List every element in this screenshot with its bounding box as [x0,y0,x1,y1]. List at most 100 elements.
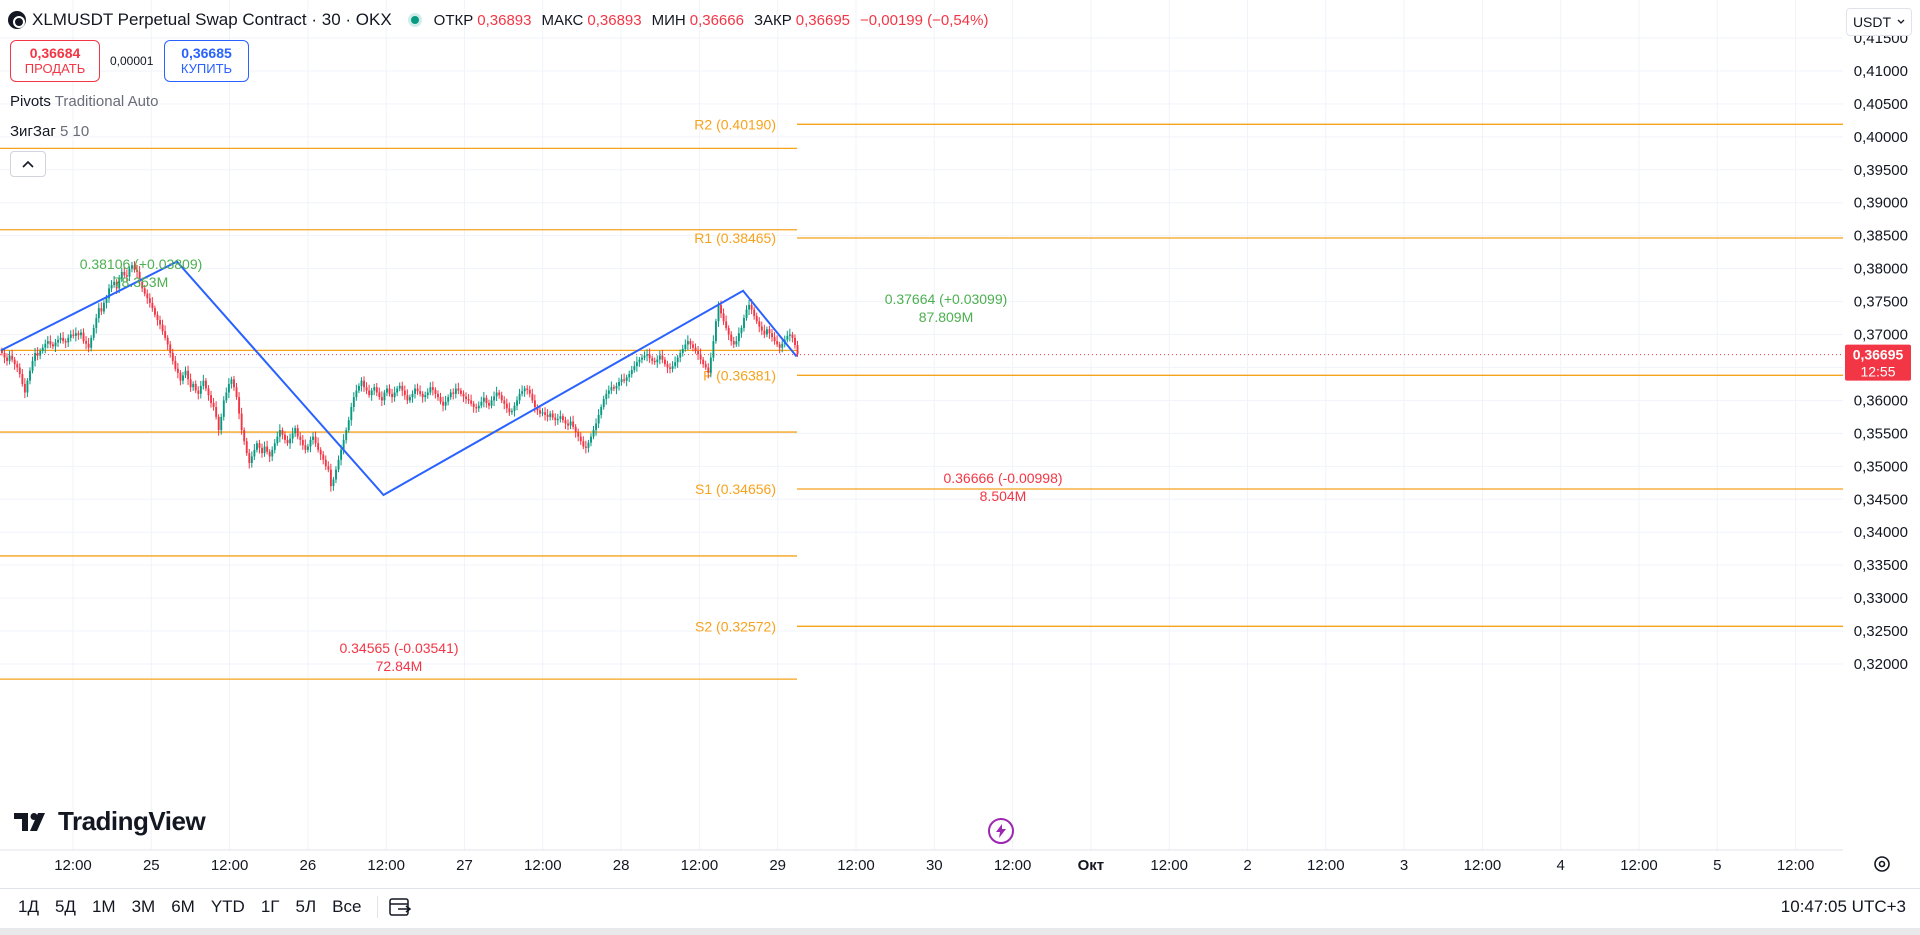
candle-body [128,268,131,277]
candle-body [467,399,470,401]
range-all-button[interactable]: Все [332,896,362,916]
candle-body [23,383,26,393]
candle-body [449,392,452,398]
candle-body [52,344,54,347]
range-6m-button[interactable]: 6М [171,896,195,916]
toolbar-divider [377,895,379,918]
candle-body [49,341,52,345]
symbol-title[interactable]: XLMUSDT Perpetual Swap Contract · 30 · O… [32,10,392,29]
price-tick-label: 0,39500 [1854,162,1908,179]
close-value: 0,36695 [795,11,851,29]
candle-body [176,368,179,373]
candle-body [419,391,422,394]
candle-body [207,388,210,396]
candle-body [546,414,549,417]
bolt-icon[interactable] [988,818,1014,844]
candle-body [1,350,3,353]
candle-body [414,388,416,394]
logo-text: TradingView [58,806,206,836]
candle-body [748,304,751,310]
candle-body [347,420,350,431]
candle-body [82,332,85,342]
candle-body [266,446,269,452]
candle-body [6,357,8,361]
candle-body [470,400,473,404]
candlestick-series [1,261,799,492]
symbol-legend: XLMUSDT Perpetual Swap Contract · 30 · O… [8,8,994,32]
pivot-label: R2 (0.40190) [694,116,776,132]
goto-date-icon[interactable] [388,896,412,918]
candle-body [523,388,526,392]
bottom-strip [0,928,1920,935]
price-tick-label: 0,39000 [1854,195,1908,212]
range-ytd-button[interactable]: YTD [210,896,245,916]
candle-body [103,302,105,312]
candle-body [278,430,281,437]
candle-body [541,412,544,414]
candle-body [564,420,567,424]
tradingview-logo[interactable]: TradingView [14,806,206,837]
candle-body [516,400,518,406]
candle-body [46,341,49,344]
candle-body [587,442,590,448]
range-5d-button[interactable]: 5Д [54,896,76,916]
range-3m-button[interactable]: 3М [131,896,156,916]
clock-timezone[interactable]: 10:47:05 UTC+3 [1780,897,1906,916]
indicator-pivots[interactable]: Pivots Traditional Auto [10,93,158,110]
candle-body [335,469,337,480]
candle-body [136,269,139,272]
time-tick-label: 28 [613,857,630,874]
candle-body [368,390,371,396]
time-tick-label: 12:00 [367,857,405,874]
candle-body [80,332,82,336]
market-open-status-icon[interactable] [407,13,422,27]
candle-body [36,352,39,356]
candle-body [559,416,562,419]
candle-body [567,423,569,426]
buy-button[interactable]: 0,36685 КУПИТЬ [164,40,249,82]
range-1d-button[interactable]: 1Д [18,896,39,916]
range-1y-button[interactable]: 1Г [260,896,280,916]
candle-body [57,339,59,343]
candle-body [276,436,279,444]
range-5y-button[interactable]: 5Л [295,896,317,916]
candle-body [439,397,442,402]
candle-body [34,352,37,361]
candle-body [406,395,409,401]
candle-body [447,397,450,402]
candle-body [307,446,309,450]
candle-body [771,333,773,338]
candle-body [669,367,671,369]
currency-select[interactable]: USDT [1846,8,1912,36]
candle-body [230,379,233,384]
spread-value: 0,00001 [110,54,154,68]
sell-button[interactable]: 0,36684 ПРОДАТЬ [10,40,100,82]
lightning-icon [996,824,1006,838]
pivot-label: S2 (0.32572) [695,618,776,634]
zigzag-volume-label: 78.353M [114,274,168,290]
candle-body [633,366,636,371]
price-tick-label: 0,34500 [1854,491,1908,508]
candle-body [227,383,230,393]
candle-body [477,405,480,409]
price-tick-label: 0,40000 [1854,129,1908,146]
time-tick-label: 12:00 [1150,857,1188,874]
time-tick-label: 5 [1713,857,1721,874]
candle-body [549,413,552,417]
price-tick-label: 0,35500 [1854,425,1908,442]
change-value: −0,00199 (−0,54%) [860,11,989,29]
candle-body [472,403,475,408]
price-chart[interactable]: R2 (0.40190) R1 (0.38465) P (0.36381) S1 (0… [0,0,1920,880]
candle-body [243,430,246,442]
candle-body [605,393,608,400]
current-pivot-lines: R2 (0.40190) R1 (0.38465) P (0.36381) S1 (0… [0,116,1843,634]
candle-body [750,304,753,310]
gear-icon[interactable] [1871,853,1893,875]
candle-body [539,410,541,414]
indicator-zigzag[interactable]: ЗигЗаг 5 10 [10,123,89,140]
range-1m-button[interactable]: 1М [91,896,116,916]
bar-countdown-label: 12:55 [1860,364,1895,380]
time-tick-label: 12:00 [1620,857,1658,874]
collapse-indicators-button[interactable] [10,151,46,177]
candle-body [434,389,437,394]
